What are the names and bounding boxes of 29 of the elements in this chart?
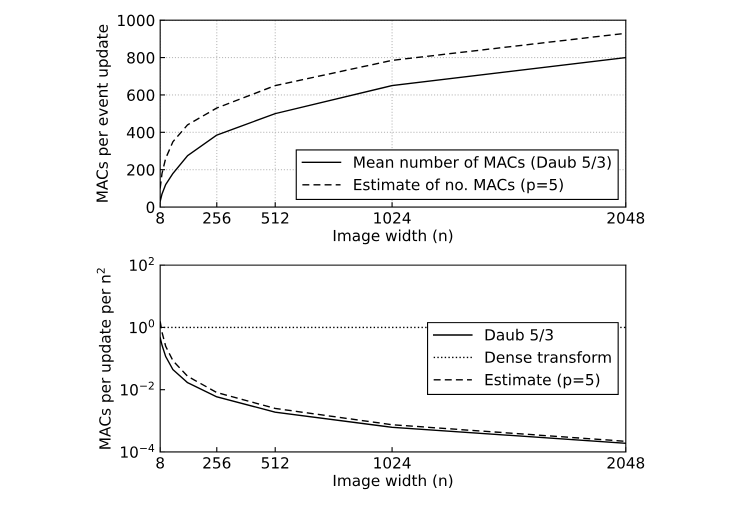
y-tick-label: 1000 [118, 14, 154, 26]
y-axis-title: MACs per update per n$^{2}$ [96, 268, 114, 449]
x-tick-label: 512 [262, 212, 288, 224]
x-tick-label: 8 [156, 457, 164, 469]
x-tick-label: 8 [156, 212, 164, 224]
y-axis-title: MACs per event update [96, 24, 111, 202]
x-tick-label: 256 [203, 457, 230, 469]
x-axis-title: Image width (n) [334, 474, 452, 490]
y-tick-label: 10$^{0}$ [130, 319, 154, 334]
x-tick-label: 2048 [607, 457, 644, 469]
legend-label: Daub 5/3 [486, 328, 553, 342]
x-tick-label: 1024 [374, 457, 411, 469]
y-tick-label: 200 [127, 164, 154, 176]
x-tick-label: 1024 [374, 212, 411, 224]
y-tick-label: 0 [146, 202, 154, 214]
y-tick-label: 10$^{2}$ [130, 257, 154, 272]
y-tick-label: 800 [127, 52, 154, 64]
legend-label: Estimate (p=5) [486, 374, 600, 388]
y-tick-label: 10$^{−2}$ [121, 382, 154, 396]
x-tick-label: 512 [262, 457, 288, 469]
legend-label: Mean number of MACs (Daub 5/3) [354, 156, 611, 170]
x-axis-title: Image width (n) [334, 229, 452, 244]
y-tick-label: 600 [127, 89, 154, 101]
y-tick-label: 10$^{−4}$ [121, 444, 154, 458]
legend-label: Dense transform [486, 351, 611, 363]
x-tick-label: 256 [203, 212, 230, 224]
x-tick-label: 2048 [607, 212, 644, 224]
y-tick-label: 400 [126, 126, 154, 138]
legend-label: Estimate of no. MACs (p=5) [354, 178, 563, 194]
